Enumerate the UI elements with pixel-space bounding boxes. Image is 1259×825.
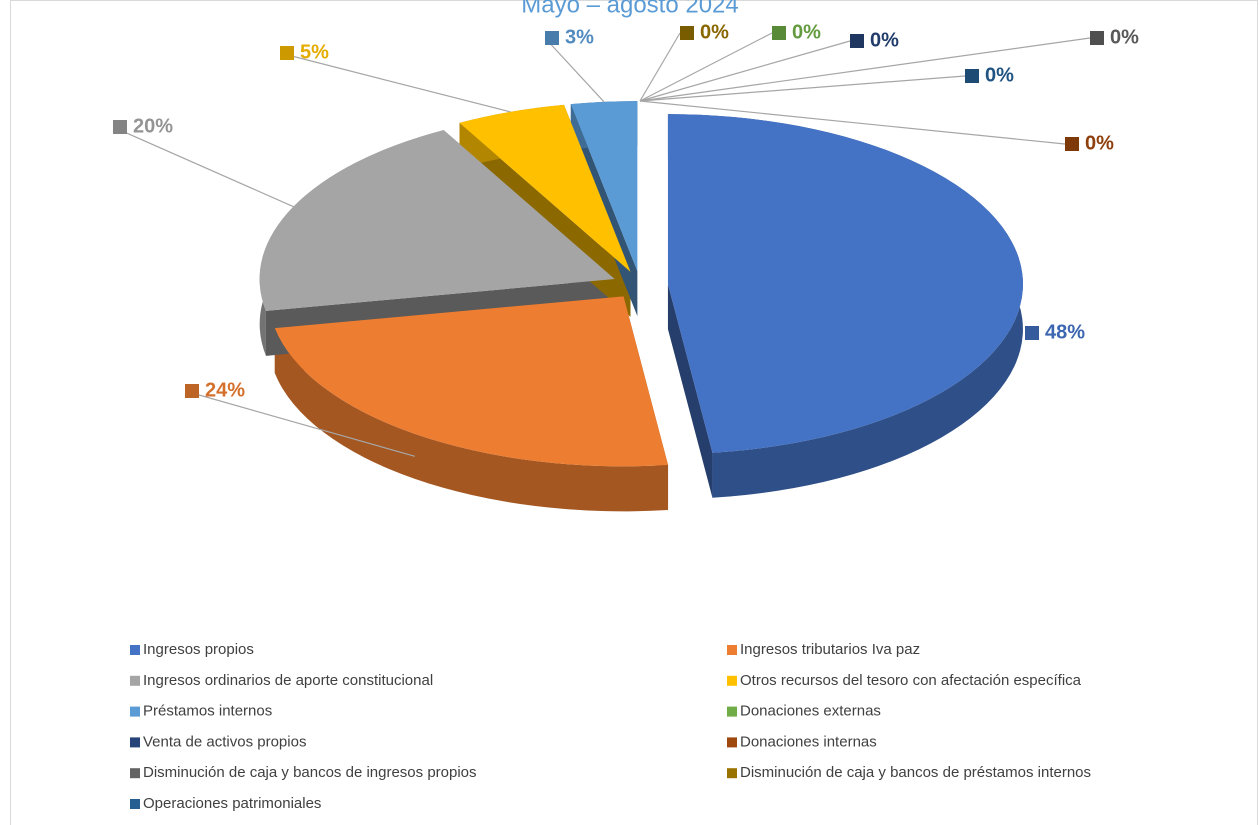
label-marker <box>545 31 559 45</box>
chart-title: Mayo – agosto 2024 <box>521 0 739 18</box>
slice <box>259 130 615 311</box>
legend-marker <box>130 737 140 748</box>
legend-marker <box>130 799 140 809</box>
label-marker <box>1065 137 1079 151</box>
slice-side <box>274 328 669 512</box>
label-marker <box>850 34 864 48</box>
legend-label: Ingresos ordinarios de aporte constituci… <box>143 672 433 689</box>
leader-line <box>639 37 1091 102</box>
slice-face <box>667 284 713 498</box>
leader-line <box>639 100 1066 145</box>
slice-tops <box>259 101 1023 467</box>
label-marker <box>1025 326 1039 340</box>
data-label: 0% <box>700 21 729 43</box>
leader-line <box>639 40 851 102</box>
legend-label: Préstamos internos <box>143 703 272 720</box>
legend-label: Venta de activos propios <box>143 733 306 750</box>
slice <box>570 101 638 272</box>
data-label: 5% <box>300 41 329 63</box>
legend-label: Ingresos tributarios Iva paz <box>740 641 920 658</box>
legend-label: Donaciones internas <box>740 733 877 750</box>
legend-label: Ingresos propios <box>143 641 254 658</box>
legend-label: Disminución de caja y bancos de préstamo… <box>740 764 1091 781</box>
leader-line <box>639 32 681 102</box>
data-label: 3% <box>565 26 594 48</box>
leader-line <box>544 37 605 103</box>
legend-label: Donaciones externas <box>740 703 881 720</box>
slice <box>667 114 1023 453</box>
legend-marker <box>727 706 737 717</box>
leader-line <box>112 126 294 208</box>
leader-line <box>639 75 966 102</box>
leader-line <box>639 32 773 102</box>
label-marker <box>113 120 127 134</box>
legend-marker <box>727 675 737 686</box>
data-label: 20% <box>133 115 173 137</box>
label-marker <box>185 384 199 398</box>
label-marker <box>680 26 694 40</box>
leader-line <box>184 390 416 457</box>
legend-label: Operaciones patrimoniales <box>143 795 321 812</box>
legend-marker <box>130 768 140 779</box>
legend-marker <box>727 645 737 655</box>
data-label: 0% <box>792 21 821 43</box>
data-label: 48% <box>1045 321 1085 343</box>
data-label: 0% <box>1085 132 1114 154</box>
legend-marker <box>130 645 140 655</box>
label-marker <box>965 69 979 83</box>
legend-label: Disminución de caja y bancos de ingresos… <box>143 764 477 781</box>
label-marker <box>772 26 786 40</box>
legend-label: Otros recursos del tesoro con afectación… <box>740 672 1082 689</box>
legend-marker <box>130 675 140 686</box>
legend-marker <box>130 706 140 717</box>
label-marker <box>1090 31 1104 45</box>
slice <box>459 104 631 272</box>
data-label: 0% <box>985 64 1014 86</box>
label-marker <box>280 46 294 60</box>
data-label: 0% <box>1110 26 1139 48</box>
legend-marker <box>727 768 737 779</box>
legend-marker <box>727 737 737 748</box>
data-label: 24% <box>205 379 245 401</box>
leader-line <box>279 52 511 113</box>
data-label: 0% <box>870 29 899 51</box>
slice <box>274 296 669 467</box>
chart-border <box>10 0 1258 825</box>
